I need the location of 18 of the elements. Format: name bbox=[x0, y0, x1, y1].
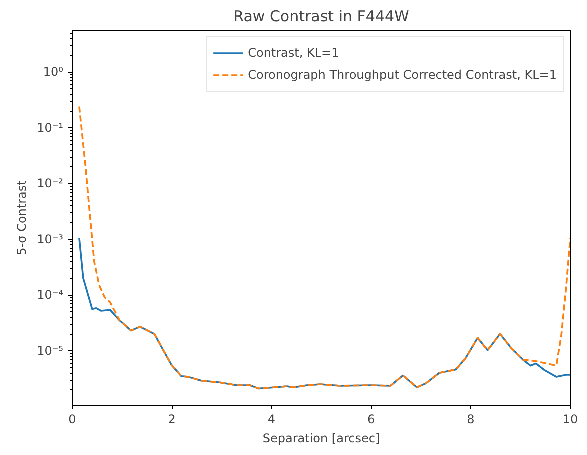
x-tick-label: 10 bbox=[562, 412, 578, 426]
legend-label: Contrast, KL=1 bbox=[248, 46, 340, 60]
y-tick-label: 10⁻² bbox=[37, 176, 64, 191]
y-tick-label: 10⁰ bbox=[43, 65, 64, 80]
chart-title: Raw Contrast in F444W bbox=[234, 8, 410, 26]
legend-label: Coronograph Throughput Corrected Contrast, KL=1 bbox=[248, 68, 557, 82]
x-tick-label: 4 bbox=[268, 412, 276, 426]
y-tick-label: 10⁻⁴ bbox=[37, 288, 64, 302]
x-tick-label: 6 bbox=[367, 412, 376, 426]
y-axis-title: 5-σ Contrast bbox=[15, 180, 30, 256]
y-tick-label: 10⁻⁵ bbox=[37, 344, 64, 358]
x-axis-title: Separation [arcsec] bbox=[262, 432, 380, 446]
y-tick-label: 10⁻³ bbox=[37, 232, 64, 246]
line-series bbox=[78, 106, 570, 390]
x-tick-label: 0 bbox=[68, 412, 76, 426]
y-tick-label: 10⁻¹ bbox=[37, 120, 64, 135]
x-tick-label: 2 bbox=[168, 412, 176, 426]
x-tick-label: 8 bbox=[467, 412, 475, 426]
